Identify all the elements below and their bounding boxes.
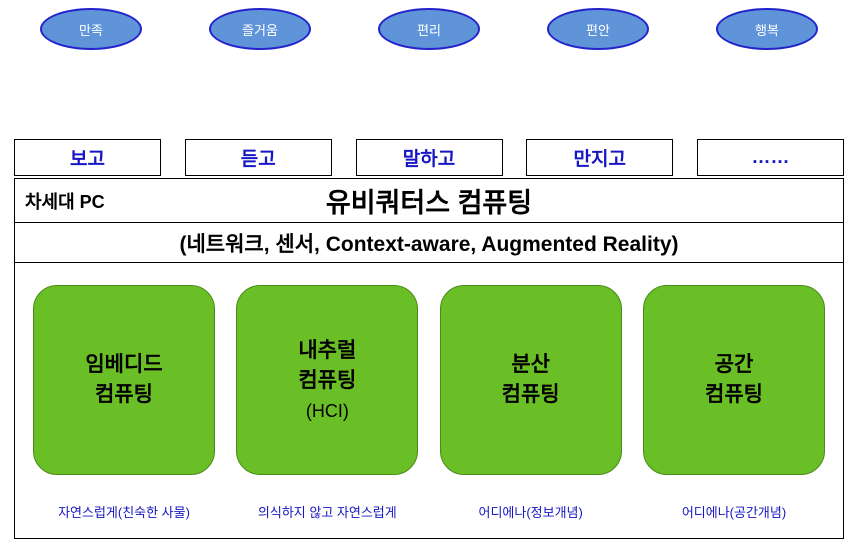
ellipse-joy: 즐거움 xyxy=(209,8,311,50)
computing-line1: 분산 xyxy=(511,350,550,380)
sense-speak: 말하고 xyxy=(356,139,503,176)
sense-see: 보고 xyxy=(14,139,161,176)
computing-line3: (HCI) xyxy=(306,398,349,424)
caption-natural: 의식하지 않고 자연스럽게 xyxy=(236,502,418,521)
title-row: 차세대 PC 유비쿼터스 컴퓨팅 xyxy=(15,179,843,223)
sense-label: …… xyxy=(752,147,790,169)
sense-label: 듣고 xyxy=(241,144,276,171)
ellipse-comfort: 편안 xyxy=(547,8,649,50)
computing-distributed: 분산 컴퓨팅 xyxy=(440,285,622,475)
sense-hear: 듣고 xyxy=(185,139,332,176)
sense-row: 보고 듣고 말하고 만지고 …… xyxy=(14,139,844,176)
title-center: 유비쿼터스 컴퓨팅 xyxy=(15,181,843,220)
subtitle-row: (네트워크, 센서, Context-aware, Augmented Real… xyxy=(15,223,843,263)
ellipse-label: 즐거움 xyxy=(242,20,278,39)
caption-embedded: 자연스럽게(친숙한 사물) xyxy=(33,502,215,521)
sense-label: 보고 xyxy=(70,144,105,171)
ellipse-row: 만족 즐거움 편리 편안 행복 xyxy=(40,8,818,50)
computing-line1: 임베디드 xyxy=(85,350,162,380)
ellipse-label: 행복 xyxy=(755,20,779,39)
ellipse-label: 편리 xyxy=(417,20,441,39)
subtitle-text: (네트워크, 센서, Context-aware, Augmented Real… xyxy=(179,228,678,258)
ellipse-happiness: 행복 xyxy=(716,8,818,50)
ellipse-label: 편안 xyxy=(586,20,610,39)
ellipse-label: 만족 xyxy=(79,20,103,39)
sense-more: …… xyxy=(697,139,844,176)
computing-natural: 내추럴 컴퓨팅 (HCI) xyxy=(236,285,418,475)
caption-spatial: 어디에나(공간개념) xyxy=(643,502,825,521)
computing-embedded: 임베디드 컴퓨팅 xyxy=(33,285,215,475)
main-container: 차세대 PC 유비쿼터스 컴퓨팅 (네트워크, 센서, Context-awar… xyxy=(14,178,844,539)
title-left: 차세대 PC xyxy=(25,188,105,214)
caption-row: 자연스럽게(친숙한 사물) 의식하지 않고 자연스럽게 어디에나(정보개념) 어… xyxy=(33,502,825,521)
ellipse-satisfaction: 만족 xyxy=(40,8,142,50)
computing-row: 임베디드 컴퓨팅 내추럴 컴퓨팅 (HCI) 분산 컴퓨팅 공간 컴퓨팅 xyxy=(33,285,825,475)
sense-touch: 만지고 xyxy=(526,139,673,176)
sense-label: 말하고 xyxy=(403,144,455,171)
computing-line2: 컴퓨팅 xyxy=(298,366,356,396)
sense-label: 만지고 xyxy=(574,144,626,171)
computing-line2: 컴퓨팅 xyxy=(95,380,153,410)
computing-spatial: 공간 컴퓨팅 xyxy=(643,285,825,475)
computing-line2: 컴퓨팅 xyxy=(502,380,560,410)
computing-line2: 컴퓨팅 xyxy=(705,380,763,410)
ellipse-convenience: 편리 xyxy=(378,8,480,50)
computing-area: 임베디드 컴퓨팅 내추럴 컴퓨팅 (HCI) 분산 컴퓨팅 공간 컴퓨팅 자연스… xyxy=(15,263,843,538)
computing-line1: 내추럴 xyxy=(298,336,356,366)
caption-distributed: 어디에나(정보개념) xyxy=(440,502,622,521)
computing-line1: 공간 xyxy=(715,350,754,380)
